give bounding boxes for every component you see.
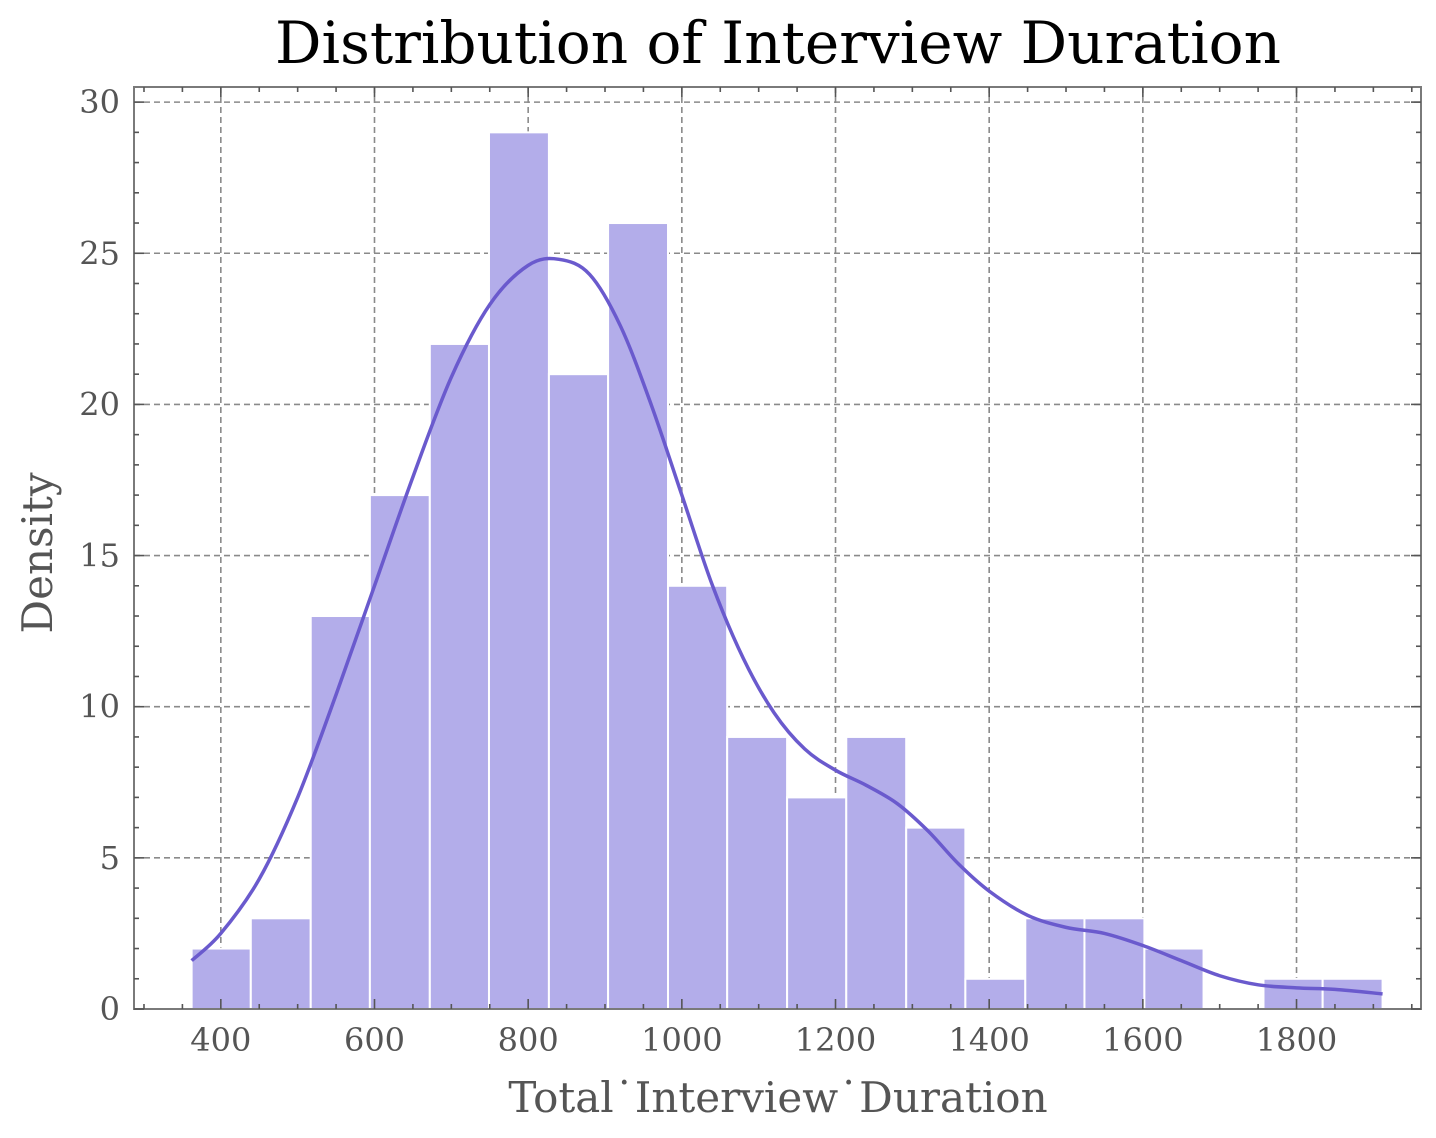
x-axis-label: Total˙Interview˙Duration bbox=[508, 1073, 1047, 1122]
histogram-bar-0 bbox=[190, 947, 252, 1010]
axis-ticks bbox=[134, 87, 1421, 1010]
histogram-bar-11 bbox=[845, 735, 908, 1011]
x-tick-label-1200: 1200 bbox=[795, 1021, 876, 1059]
histogram-bar-10 bbox=[786, 796, 848, 1010]
histogram-bar-12 bbox=[905, 826, 967, 1010]
y-tick-label-20: 20 bbox=[79, 385, 120, 423]
x-tick-labels: 400 600 800 1000 1200 1400 1600 1800 bbox=[190, 1021, 1337, 1059]
y-axis-label: Density bbox=[13, 472, 62, 633]
y-tick-labels: 0 5 10 15 20 25 30 bbox=[79, 83, 120, 1028]
histogram-bar-1 bbox=[249, 917, 312, 1010]
y-tick-label-15: 15 bbox=[79, 537, 120, 575]
x-tick-label-400: 400 bbox=[190, 1021, 251, 1059]
x-tick-label-1800: 1800 bbox=[1256, 1021, 1337, 1059]
kde-curve-layer bbox=[190, 256, 1383, 996]
histogram-bar-14 bbox=[1024, 917, 1086, 1010]
histogram-bar-2 bbox=[309, 615, 371, 1011]
y-tick-label-25: 25 bbox=[79, 234, 120, 272]
x-tick-label-800: 800 bbox=[498, 1021, 559, 1059]
histogram-bar-13 bbox=[964, 977, 1027, 1011]
histogram-bar-18 bbox=[1262, 977, 1324, 1011]
x-tick-label-1600: 1600 bbox=[1102, 1021, 1183, 1059]
x-tick-label-1000: 1000 bbox=[641, 1021, 722, 1059]
histogram-bars bbox=[190, 131, 1384, 1011]
histogram-bar-5 bbox=[487, 131, 550, 1011]
y-tick-label-30: 30 bbox=[79, 83, 120, 121]
histogram-bar-4 bbox=[428, 342, 490, 1010]
histogram-bar-7 bbox=[607, 222, 670, 1011]
histogram-bar-3 bbox=[368, 494, 431, 1010]
y-tick-label-5: 5 bbox=[100, 839, 120, 877]
histogram-bar-9 bbox=[726, 735, 789, 1011]
y-tick-label-10: 10 bbox=[79, 688, 120, 726]
histogram-bar-8 bbox=[667, 584, 729, 1010]
x-tick-label-600: 600 bbox=[344, 1021, 405, 1059]
kde-curve bbox=[190, 256, 1383, 996]
y-tick-label-0: 0 bbox=[100, 990, 120, 1028]
plot-frame bbox=[133, 86, 1422, 1010]
histogram-bar-6 bbox=[547, 373, 610, 1011]
x-tick-label-1400: 1400 bbox=[948, 1021, 1029, 1059]
chart-title: Distribution of Interview Duration bbox=[275, 9, 1281, 77]
